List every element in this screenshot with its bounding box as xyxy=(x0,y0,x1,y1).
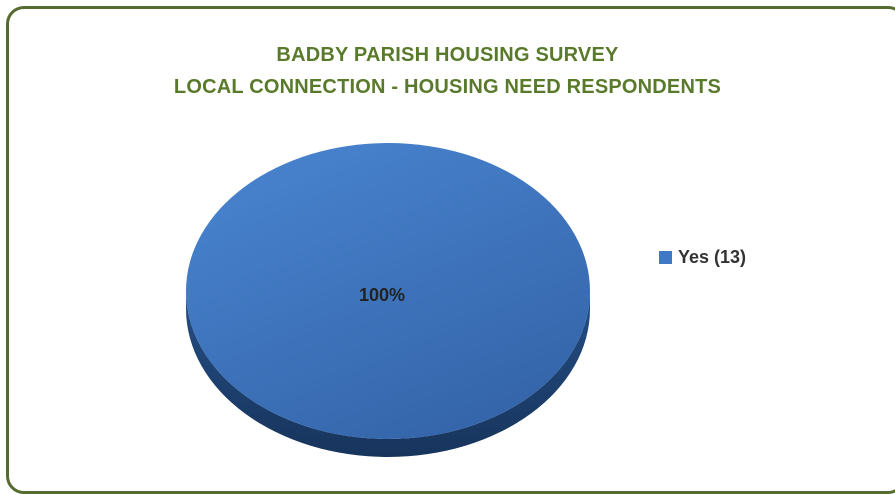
pie-chart: 100% xyxy=(186,143,590,457)
pie-slice-0 xyxy=(186,143,590,439)
legend-swatch-yes xyxy=(659,251,672,264)
legend: Yes (13) xyxy=(659,247,746,268)
chart-title-line-2: LOCAL CONNECTION - HOUSING NEED RESPONDE… xyxy=(173,76,722,98)
legend-label-yes: Yes (13) xyxy=(678,247,747,267)
chart-title-line-1: BADBY PARISH HOUSING SURVEY xyxy=(276,44,619,66)
slice-label-yes: 100% xyxy=(359,285,405,305)
